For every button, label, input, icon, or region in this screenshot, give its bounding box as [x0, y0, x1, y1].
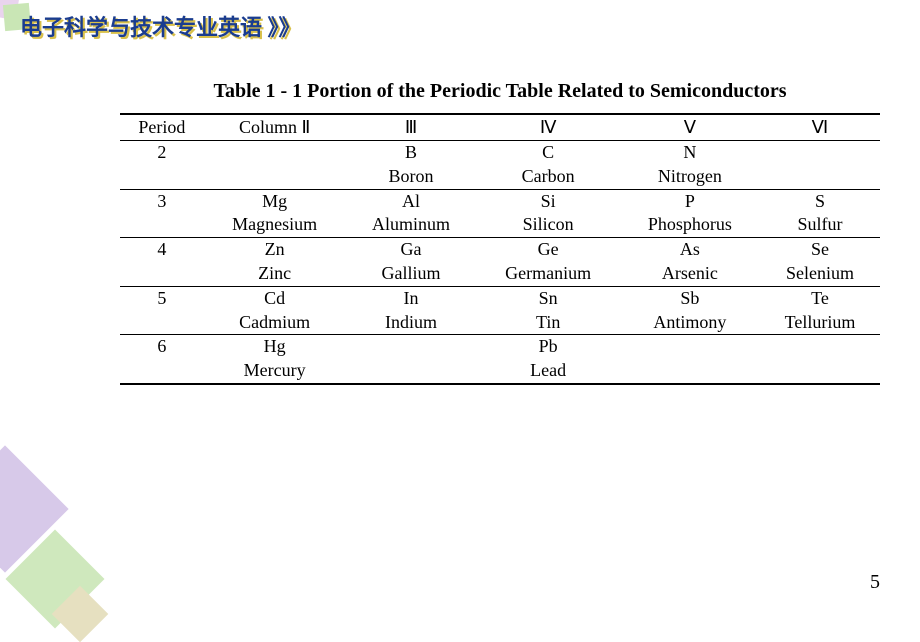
table-container: Table 1 - 1 Portion of the Periodic Tabl… [120, 80, 880, 385]
element-symbol [620, 335, 760, 359]
table-row: Mercury Lead [120, 359, 880, 384]
element-name: Nitrogen [620, 165, 760, 189]
element-symbol [204, 141, 346, 165]
table-row: 2 B C N [120, 141, 880, 165]
page-number: 5 [870, 571, 880, 594]
element-name: Magnesium [204, 213, 346, 237]
element-name: Sulfur [760, 213, 880, 237]
element-symbol: Mg [204, 189, 346, 213]
element-name: Antimony [620, 311, 760, 335]
element-symbol: C [477, 141, 620, 165]
element-name: Selenium [760, 262, 880, 286]
period-cell: 4 [120, 238, 204, 287]
element-symbol: Si [477, 189, 620, 213]
table-row: Magnesium Aluminum Silicon Phosphorus Su… [120, 213, 880, 237]
col-ii: Column Ⅱ [204, 114, 346, 141]
element-symbol: Hg [204, 335, 346, 359]
element-name [760, 165, 880, 189]
element-symbol: Al [346, 189, 477, 213]
period-cell: 3 [120, 189, 204, 238]
element-name: Cadmium [204, 311, 346, 335]
element-name: Boron [346, 165, 477, 189]
element-name [760, 359, 880, 384]
col-iii: Ⅲ [346, 114, 477, 141]
element-name: Lead [477, 359, 620, 384]
element-name: Indium [346, 311, 477, 335]
element-symbol: In [346, 286, 477, 310]
element-name [204, 165, 346, 189]
element-symbol: Ga [346, 238, 477, 262]
col-iv: Ⅳ [477, 114, 620, 141]
table-title: Table 1 - 1 Portion of the Periodic Tabl… [120, 80, 880, 103]
element-symbol: Sn [477, 286, 620, 310]
element-name: Gallium [346, 262, 477, 286]
table-row: 6 Hg Pb [120, 335, 880, 359]
element-name: Zinc [204, 262, 346, 286]
element-symbol [346, 335, 477, 359]
element-symbol: Ge [477, 238, 620, 262]
table-row: 5 Cd In Sn Sb Te [120, 286, 880, 310]
element-name [620, 359, 760, 384]
element-symbol: Pb [477, 335, 620, 359]
element-symbol: Sb [620, 286, 760, 310]
element-name: Tellurium [760, 311, 880, 335]
element-symbol: S [760, 189, 880, 213]
table-row: 4 Zn Ga Ge As Se [120, 238, 880, 262]
corner-decoration-bottom-left [0, 484, 120, 604]
element-symbol: Te [760, 286, 880, 310]
table-row: Cadmium Indium Tin Antimony Tellurium [120, 311, 880, 335]
table-row: Boron Carbon Nitrogen [120, 165, 880, 189]
table-header-row: Period Column Ⅱ Ⅲ Ⅳ Ⅴ Ⅵ [120, 114, 880, 141]
element-name [346, 359, 477, 384]
period-cell: 5 [120, 286, 204, 335]
period-cell: 6 [120, 335, 204, 384]
element-name: Phosphorus [620, 213, 760, 237]
element-name: Carbon [477, 165, 620, 189]
periodic-table: Period Column Ⅱ Ⅲ Ⅳ Ⅴ Ⅵ 2 B C N Boron Ca… [120, 113, 880, 385]
element-symbol: B [346, 141, 477, 165]
element-symbol: P [620, 189, 760, 213]
col-vi: Ⅵ [760, 114, 880, 141]
element-name: Tin [477, 311, 620, 335]
col-period: Period [120, 114, 204, 141]
element-name: Silicon [477, 213, 620, 237]
element-symbol [760, 141, 880, 165]
period-cell: 2 [120, 141, 204, 190]
element-symbol [760, 335, 880, 359]
element-symbol: As [620, 238, 760, 262]
element-symbol: Cd [204, 286, 346, 310]
element-symbol: Se [760, 238, 880, 262]
element-symbol: Zn [204, 238, 346, 262]
element-name: Arsenic [620, 262, 760, 286]
page-title: 电子科学与技术专业英语 》》 [20, 10, 301, 42]
element-symbol: N [620, 141, 760, 165]
table-row: 3 Mg Al Si P S [120, 189, 880, 213]
element-name: Mercury [204, 359, 346, 384]
col-v: Ⅴ [620, 114, 760, 141]
element-name: Aluminum [346, 213, 477, 237]
element-name: Germanium [477, 262, 620, 286]
table-row: Zinc Gallium Germanium Arsenic Selenium [120, 262, 880, 286]
